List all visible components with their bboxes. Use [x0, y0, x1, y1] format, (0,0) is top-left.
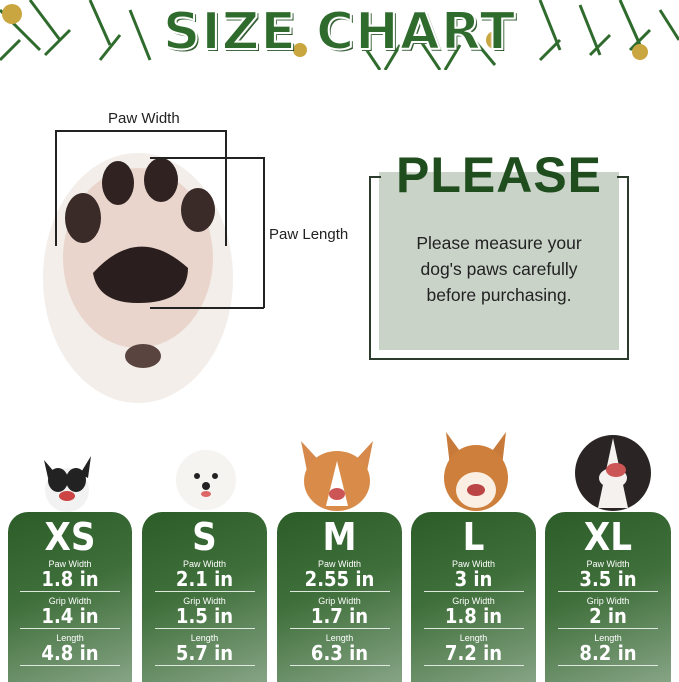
divider — [423, 591, 524, 592]
paw-length-tick-top — [150, 157, 264, 159]
paw-length-tick-bottom — [150, 307, 264, 309]
divider — [557, 591, 659, 592]
notice-text: Please measure your dog's paws carefully… — [379, 230, 619, 308]
notice-frame — [369, 176, 629, 360]
divider — [154, 665, 255, 666]
length-value: 8.2 in — [579, 641, 637, 665]
size-card-l: L Paw Width 3 in Grip Width 1.8 in Lengt… — [411, 512, 536, 682]
length-value: 4.8 in — [41, 641, 99, 665]
divider — [154, 628, 255, 629]
paw-width-key: Paw Width — [182, 559, 226, 569]
grip-width-key: Grip Width — [452, 596, 495, 606]
length-key: Length — [190, 633, 219, 643]
size-card-m: M Paw Width 2.55 in Grip Width 1.7 in Le… — [277, 512, 402, 682]
border-collie-photo — [575, 435, 651, 511]
notice-background — [379, 172, 619, 350]
bichon-dog-photo — [176, 450, 236, 510]
paw-width-key: Paw Width — [317, 559, 361, 569]
shiba-inu-photo — [444, 432, 508, 511]
length-value: 7.2 in — [444, 641, 503, 665]
paw-width-value: 3 in — [454, 567, 493, 591]
divider — [423, 665, 524, 666]
paw-width-value: 3.5 in — [579, 567, 637, 591]
length-value: 5.7 in — [175, 641, 234, 665]
pine-garland-decoration — [0, 0, 679, 70]
grip-width-key: Grip Width — [48, 596, 92, 606]
paw-width-line — [55, 130, 226, 132]
notice-line: dog's paws carefully — [420, 259, 578, 279]
notice-frame-corner — [617, 176, 629, 178]
divider — [423, 628, 524, 629]
notice-line: before purchasing. — [426, 285, 572, 305]
size-label: XS — [44, 515, 96, 559]
divider — [289, 628, 390, 629]
size-label: L — [462, 515, 485, 559]
paw-width-key: Paw Width — [586, 559, 630, 569]
paw-width-value: 2.1 in — [175, 567, 234, 591]
size-label: XL — [583, 515, 633, 559]
boston-terrier-photo — [44, 456, 91, 512]
paw-width-key: Paw Width — [451, 559, 495, 569]
size-card-s: S Paw Width 2.1 in Grip Width 1.5 in Len… — [142, 512, 267, 682]
notice-title: PLEASE — [395, 147, 603, 203]
grip-width-value: 1.7 in — [310, 604, 369, 628]
paw-width-key: Paw Width — [48, 559, 92, 569]
divider — [289, 591, 390, 592]
paw-length-line — [263, 157, 265, 308]
grip-width-value: 1.8 in — [444, 604, 503, 628]
grip-width-key: Grip Width — [318, 596, 361, 606]
grip-width-value: 1.4 in — [41, 604, 99, 628]
size-chart-title: SIZE CHART — [162, 1, 517, 63]
divider — [557, 628, 659, 629]
grip-width-key: Grip Width — [183, 596, 226, 606]
paw-length-label: Paw Length — [269, 226, 349, 243]
paw-width-tick-left — [55, 130, 57, 246]
length-key: Length — [56, 633, 84, 643]
length-value: 6.3 in — [310, 641, 369, 665]
grip-width-value: 1.5 in — [175, 604, 234, 628]
divider — [20, 628, 120, 629]
divider — [20, 591, 120, 592]
corgi-photo — [301, 441, 373, 511]
grip-width-value: 2 in — [589, 604, 627, 628]
divider — [154, 591, 255, 592]
size-label: M — [322, 515, 357, 559]
length-key: Length — [459, 633, 488, 643]
paw-width-value: 2.55 in — [304, 567, 375, 591]
notice-frame-corner — [369, 176, 381, 178]
divider — [20, 665, 120, 666]
paw-width-tick-right — [225, 130, 227, 246]
paw-width-label: Paw Width — [108, 110, 180, 127]
size-card-xs: XS Paw Width 1.8 in Grip Width 1.4 in Le… — [8, 512, 132, 682]
size-card-xl: XL Paw Width 3.5 in Grip Width 2 in Leng… — [545, 512, 671, 682]
dog-paw-photo — [43, 153, 233, 403]
divider — [289, 665, 390, 666]
length-key: Length — [594, 633, 622, 643]
divider — [557, 665, 659, 666]
grip-width-key: Grip Width — [586, 596, 630, 606]
paw-width-value: 1.8 in — [41, 567, 99, 591]
notice-line: Please measure your — [416, 233, 582, 253]
size-label: S — [192, 515, 217, 559]
length-key: Length — [325, 633, 354, 643]
